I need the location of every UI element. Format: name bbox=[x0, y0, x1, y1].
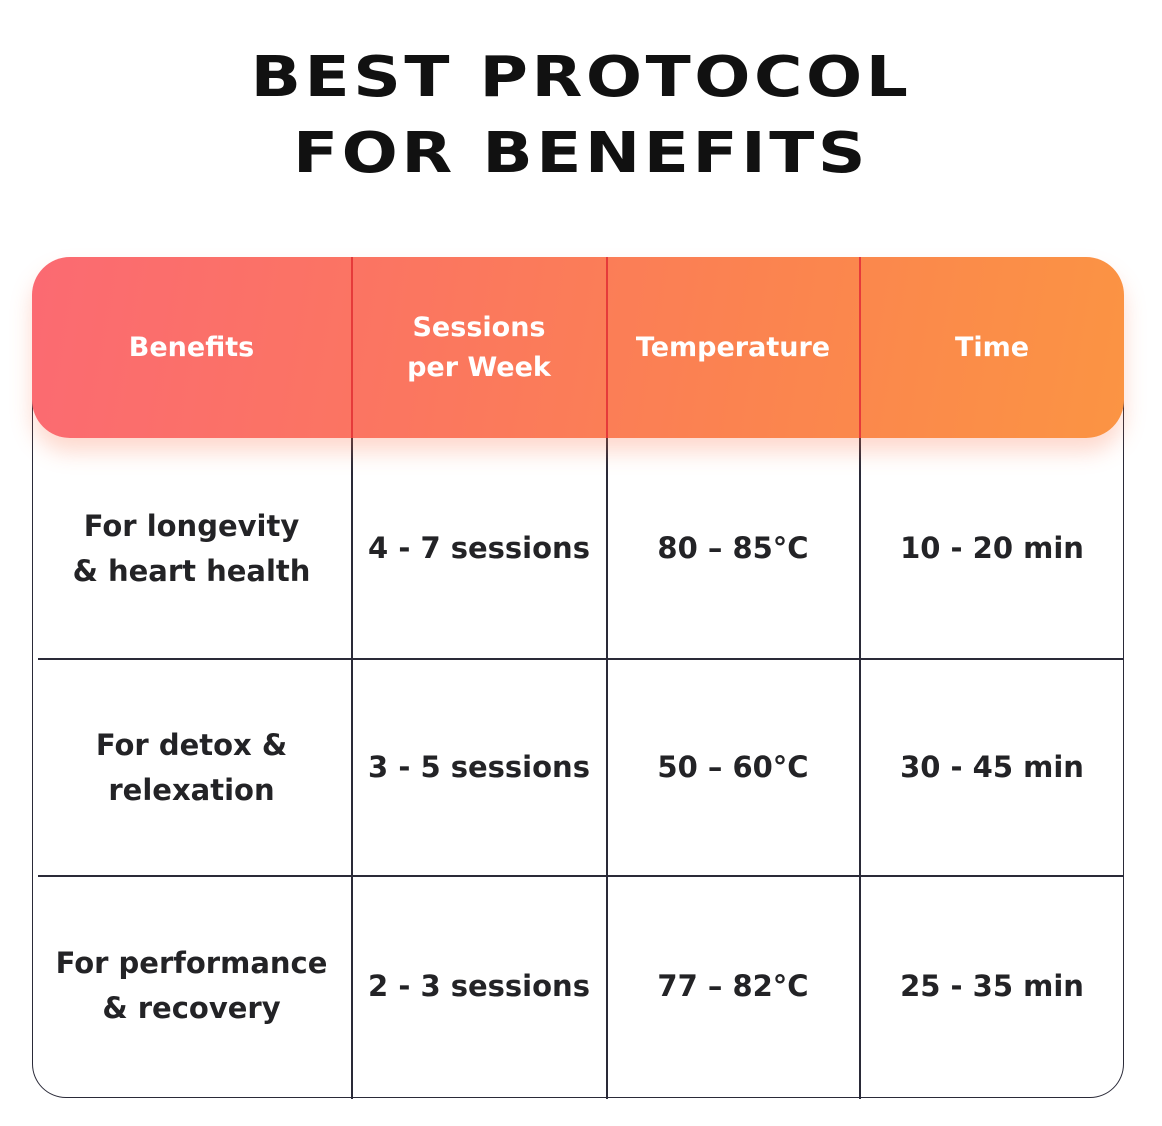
table-row-2-benefit: For detox & relexation bbox=[32, 660, 351, 875]
column-divider-2 bbox=[606, 438, 608, 1099]
protocol-table: Benefits Sessions per Week Temperature T… bbox=[32, 257, 1124, 1099]
table-row-3-temperature: 77 – 82°C bbox=[607, 877, 859, 1095]
cell-text: 77 – 82°C bbox=[657, 968, 809, 1003]
row-divider-2 bbox=[38, 875, 1124, 877]
page-title: BEST PROTOCOL FOR BENEFITS bbox=[0, 40, 1162, 192]
table-row-1-temperature: 80 – 85°C bbox=[607, 439, 859, 658]
column-header-temperature-label: Temperature bbox=[635, 331, 831, 363]
cell-text: 50 – 60°C bbox=[657, 750, 809, 784]
cell-text: 80 – 85°C bbox=[657, 531, 809, 565]
cell-text: For detox & relexation bbox=[95, 727, 288, 807]
cell-text: 25 - 35 min bbox=[900, 968, 1084, 1003]
cell-text: 4 - 7 sessions bbox=[368, 531, 590, 565]
column-header-temperature: Temperature bbox=[607, 257, 859, 438]
table-row-3-benefit: For performance & recovery bbox=[32, 877, 351, 1095]
row-divider-1 bbox=[38, 658, 1124, 660]
table-row-1-time: 10 - 20 min bbox=[860, 439, 1124, 658]
column-header-benefits: Benefits bbox=[32, 257, 351, 438]
cell-text: 10 - 20 min bbox=[900, 531, 1084, 565]
table-frame bbox=[32, 317, 1124, 1098]
column-header-sessions-label: Sessions per Week bbox=[407, 311, 551, 383]
table-row-3-sessions: 2 - 3 sessions bbox=[352, 877, 606, 1095]
column-divider-1 bbox=[351, 438, 353, 1099]
table-row-1-sessions: 4 - 7 sessions bbox=[352, 439, 606, 658]
cell-text: For longevity & heart health bbox=[72, 508, 311, 588]
cell-text: 3 - 5 sessions bbox=[368, 750, 590, 784]
column-divider-3 bbox=[859, 438, 861, 1099]
column-header-benefits-label: Benefits bbox=[128, 331, 255, 363]
column-header-time-label: Time bbox=[954, 331, 1030, 363]
header-divider-2 bbox=[606, 257, 608, 438]
cell-text: For performance & recovery bbox=[55, 946, 328, 1025]
table-row-3-time: 25 - 35 min bbox=[860, 877, 1124, 1095]
table-row-2-time: 30 - 45 min bbox=[860, 660, 1124, 875]
table-header: Benefits Sessions per Week Temperature T… bbox=[32, 257, 1124, 438]
page-title-line-1: BEST PROTOCOL bbox=[250, 45, 912, 110]
page-title-line-2: FOR BENEFITS bbox=[292, 121, 870, 186]
cell-text: 30 - 45 min bbox=[900, 750, 1084, 784]
table-row-2-temperature: 50 – 60°C bbox=[607, 660, 859, 875]
table-row-1-benefit: For longevity & heart health bbox=[32, 439, 351, 658]
cell-text: 2 - 3 sessions bbox=[368, 968, 590, 1003]
column-header-sessions: Sessions per Week bbox=[352, 257, 606, 438]
header-divider-3 bbox=[859, 257, 861, 438]
header-divider-1 bbox=[351, 257, 353, 438]
table-row-2-sessions: 3 - 5 sessions bbox=[352, 660, 606, 875]
column-header-time: Time bbox=[860, 257, 1124, 438]
